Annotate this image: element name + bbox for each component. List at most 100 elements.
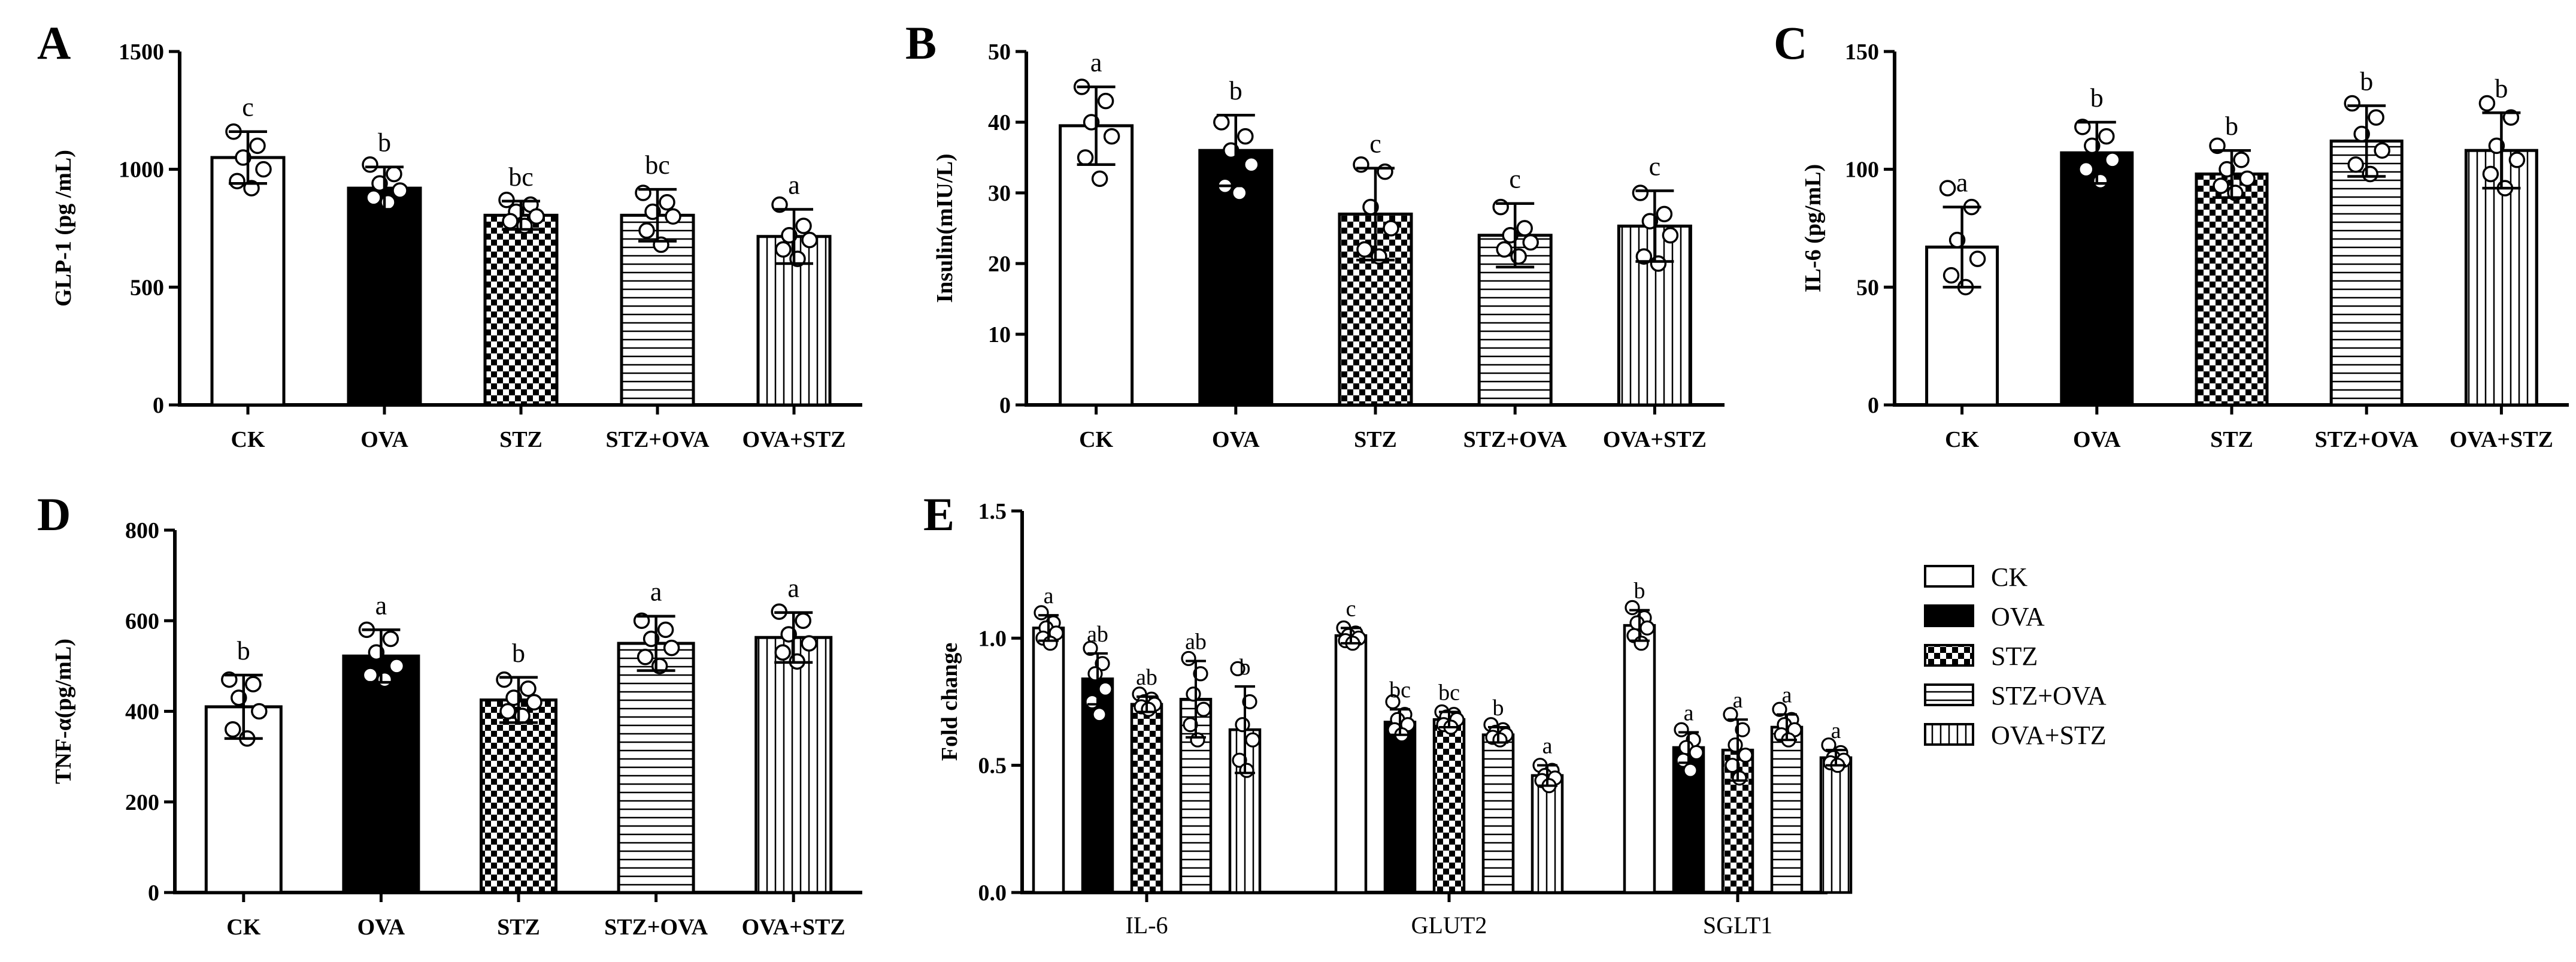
x-tick-label-e-sglt1: SGLT1 (1703, 912, 1772, 939)
legend-label-stz-ova: STZ+OVA (1991, 681, 2107, 710)
data-point-e-il-6-ova (1092, 707, 1107, 722)
x-tick-label-c-stz: STZ (2210, 427, 2253, 452)
data-point-c-ova-stz (2482, 165, 2499, 183)
x-tick-label-d-ova: OVA (357, 915, 405, 940)
data-point-a-ova-stz (801, 231, 818, 249)
data-point-a-stz-ova (635, 184, 651, 201)
data-point-a-ova (365, 189, 382, 206)
sig-letter-a-stz-ova: bc (645, 150, 670, 180)
data-point-e-il-6-stz-ova (1193, 666, 1208, 682)
sig-letter-e-glut2-stz: bc (1438, 680, 1460, 705)
data-point-b-ck (1103, 128, 1120, 145)
panel-letter-a: A (37, 17, 71, 69)
sig-letter-a-stz: bc (508, 162, 534, 192)
data-point-b-ova (1231, 184, 1248, 201)
sig-letter-e-sglt1-ova: a (1684, 700, 1694, 725)
data-point-a-ova (386, 165, 402, 183)
data-point-a-stz-ova (659, 193, 675, 211)
x-tick-label-a-ova-stz: OVA+STZ (742, 427, 845, 452)
data-point-a-ck (249, 137, 266, 155)
legend: CK OVA STZ STZ+OVA OVA+STZ (1924, 562, 2107, 750)
data-point-e-sglt1-ova (1689, 745, 1704, 761)
data-point-a-stz (516, 217, 533, 234)
legend-swatch-stz (1924, 644, 1974, 667)
bar-c-ova-stz (2464, 149, 2538, 407)
legend-label-ova: OVA (1991, 602, 2045, 631)
data-point-e-il-6-ova-stz (1235, 717, 1250, 733)
sig-letter-b-stz-ova: c (1509, 165, 1521, 194)
bar-e-glut2-ova-stz (1531, 774, 1564, 894)
bar-e-il-6-stz (1130, 703, 1163, 894)
y-tick-label-b: 20 (988, 252, 1011, 277)
data-point-c-ck (1939, 180, 1956, 196)
bar-d-stz-ova (617, 642, 695, 894)
data-point-c-stz (2213, 177, 2229, 194)
bar-d-ova-stz (754, 636, 833, 894)
data-point-b-stz-ova (1516, 220, 1533, 237)
data-point-e-sglt1-stz (1735, 722, 1750, 737)
data-point-b-ova (1243, 156, 1260, 173)
panel-letter-d: D (37, 488, 71, 540)
data-point-b-stz (1383, 220, 1399, 237)
data-point-e-il-6-ova-stz (1242, 694, 1257, 710)
sig-letter-e-glut2-ck: c (1346, 596, 1356, 621)
chart-panel-c: 0 50 100 150 IL-6 (pg/mL) a CK b OVA b STZ b STZ+OVA… (1801, 40, 2569, 452)
data-point-e-glut2-stz-ova (1492, 732, 1508, 748)
sig-letter-c-ova-stz: b (2495, 74, 2508, 103)
panel-letter-e: E (923, 488, 954, 540)
sig-letter-d-stz-ova: a (650, 577, 662, 607)
sig-letter-d-ova: a (375, 591, 387, 620)
data-point-c-ova (2104, 152, 2121, 168)
x-tick-label-a-stz: STZ (499, 427, 543, 452)
data-point-e-il-6-ova (1095, 656, 1110, 671)
data-point-d-ova (382, 630, 399, 648)
data-point-c-ova (2092, 173, 2109, 190)
data-point-a-stz-ova (653, 236, 669, 253)
sig-letter-e-il-6-ova-stz: b (1239, 655, 1251, 680)
data-point-a-ova (362, 156, 378, 173)
x-tick-label-a-ck: CK (231, 427, 265, 452)
bar-e-glut2-stz (1432, 718, 1466, 894)
data-point-d-ck (245, 676, 262, 692)
data-point-e-sglt1-stz (1738, 748, 1753, 763)
data-point-c-ck (1969, 250, 1986, 267)
data-point-a-ova (380, 193, 396, 211)
sig-letter-e-il-6-stz: ab (1136, 665, 1157, 690)
data-point-c-ova (2078, 161, 2095, 178)
panel-letter-c: C (1774, 17, 1807, 69)
x-tick-label-c-ova-stz: OVA+STZ (2450, 427, 2553, 452)
data-point-e-sglt1-stz (1723, 707, 1738, 722)
data-point-b-ova-stz (1632, 184, 1649, 201)
y-tick-label-e: 1.5 (978, 499, 1007, 524)
sig-letter-e-glut2-ova: bc (1389, 677, 1411, 703)
legend-swatch-ck (1924, 565, 1974, 588)
data-point-e-il-6-ova-stz (1230, 661, 1245, 676)
sig-letter-a-ova-stz: a (788, 171, 800, 200)
y-tick-label-d: 800 (125, 518, 159, 543)
y-tick-label-c: 100 (1845, 158, 1879, 183)
x-tick-label-e-glut2: GLUT2 (1411, 912, 1487, 939)
sig-letter-e-il-6-ck: a (1044, 583, 1054, 609)
sig-letter-b-ck: a (1090, 48, 1102, 77)
data-point-e-sglt1-stz-ova (1772, 701, 1787, 717)
data-point-d-ova (362, 667, 379, 683)
legend-label-ova-stz: OVA+STZ (1991, 721, 2107, 750)
y-tick-label-d: 0 (148, 881, 159, 906)
sig-letter-b-ova: b (1229, 76, 1242, 105)
data-point-d-ck (225, 721, 241, 738)
bar-e-sglt1-ck (1623, 624, 1656, 894)
data-point-e-il-6-ova-stz (1245, 732, 1260, 748)
y-tick-label-e: 1.0 (978, 626, 1007, 651)
data-point-e-sglt1-stz (1728, 737, 1743, 753)
data-point-b-ova-stz (1635, 248, 1653, 265)
y-tick-label-c: 50 (1856, 275, 1879, 300)
data-point-e-il-6-stz-ova (1186, 686, 1201, 702)
data-point-a-ck (255, 161, 272, 178)
data-point-d-stz (526, 694, 543, 711)
sig-letter-c-ck: a (1956, 168, 1968, 198)
data-point-d-stz-ova (657, 621, 674, 639)
sig-letter-a-ck: c (242, 93, 254, 122)
data-point-c-ova-stz (2478, 95, 2496, 112)
